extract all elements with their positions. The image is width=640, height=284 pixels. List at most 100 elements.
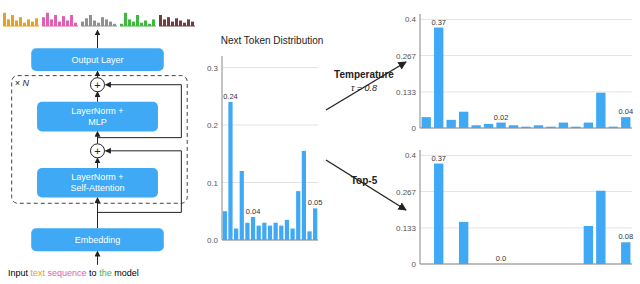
bar [571, 127, 580, 128]
chart-title: Next Token Distribution [221, 35, 324, 46]
bar [509, 125, 518, 128]
tick-label: 0.2 [207, 121, 219, 130]
bar [262, 223, 266, 240]
add-node [91, 78, 105, 92]
bar [621, 117, 630, 128]
bar [251, 217, 255, 240]
mini-bar [35, 18, 38, 26]
bar [434, 164, 443, 264]
tick-label: 0.0 [207, 236, 219, 245]
bar [609, 264, 618, 265]
mini-bar [85, 18, 88, 26]
mini-bar [109, 22, 112, 26]
layer-label-line: Self-Attention [70, 183, 124, 193]
bar [559, 123, 568, 128]
mini-bar [42, 17, 45, 26]
transition-arrow [326, 62, 406, 110]
mini-bar [179, 21, 182, 27]
input-token: the [99, 268, 112, 278]
input-token: Input [8, 268, 31, 278]
mini-bar [187, 19, 190, 26]
repeat-label: × N [15, 78, 30, 88]
mini-baseline [120, 26, 156, 27]
bar [484, 124, 493, 128]
grid-line [420, 91, 632, 92]
bars [223, 102, 318, 240]
grid-line [420, 55, 632, 56]
tick-label: 0.1 [207, 179, 219, 188]
chart-canvas: × N Output Layer LayerNorm +MLPLayerNorm +… [0, 0, 640, 284]
layer-label: LayerNorm +MLP [71, 106, 123, 127]
mini-bar [27, 19, 30, 26]
bar [307, 231, 311, 240]
flow-arrow [97, 198, 98, 229]
bar [257, 226, 261, 240]
mini-histograms [3, 13, 195, 26]
mini-bar [62, 16, 65, 26]
mini-bar [101, 17, 104, 26]
value-label: 0.08 [618, 232, 633, 241]
mini-bar [171, 22, 174, 26]
layer-label: Embedding [75, 235, 121, 245]
mini-bar [152, 19, 155, 26]
mini-bar [124, 13, 127, 26]
layer-label-line: LayerNorm + [71, 106, 123, 116]
bar [234, 229, 238, 241]
bar [596, 191, 605, 264]
value-label: 0.04 [618, 107, 633, 116]
mini-bar [191, 22, 194, 26]
mini-bar [3, 13, 6, 26]
layer-label: Output Layer [71, 55, 123, 65]
add-node [91, 144, 105, 158]
bar [546, 264, 555, 265]
mini-bar [70, 15, 73, 26]
bar [496, 264, 505, 265]
mini-bar [81, 22, 84, 26]
bar [313, 208, 317, 240]
bar [422, 264, 431, 265]
add-label: + [94, 79, 100, 91]
layer-box [31, 48, 164, 71]
mini-bar [167, 17, 170, 26]
bar [422, 117, 431, 128]
mini-bar [144, 21, 147, 27]
mini-bar [66, 21, 69, 27]
mini-bar [132, 22, 135, 26]
repeat-block [12, 76, 188, 204]
bar [546, 127, 555, 128]
mini-bar [54, 15, 57, 26]
bar [471, 264, 480, 265]
bar [228, 102, 232, 240]
mini-bar [15, 21, 18, 27]
mini-bar [89, 15, 92, 26]
bar [584, 123, 593, 128]
tick-label: 0 [412, 260, 417, 269]
tick-label: 0 [412, 124, 417, 133]
bar [509, 264, 518, 265]
bar [434, 28, 443, 128]
bar [471, 125, 480, 128]
bar [534, 264, 543, 265]
bar [584, 226, 593, 264]
tick-label: 0.267 [396, 188, 417, 197]
bar-chart: 00.1330.2670.40.370.020.04 [396, 14, 633, 133]
bar [621, 242, 630, 264]
bar [268, 226, 272, 240]
layer-label-line: Embedding [75, 235, 121, 245]
mini-bar [19, 17, 22, 26]
flow-arrow [97, 251, 98, 265]
mini-baseline [42, 26, 78, 27]
mini-baseline [3, 26, 39, 27]
layer-box [37, 102, 158, 132]
bar [571, 264, 580, 265]
add-label: + [94, 145, 100, 157]
input-token: model [112, 268, 139, 278]
input-text: Input text sequence to the model [8, 268, 139, 278]
bar-chart: 0.00.10.20.30.240.040.05 [207, 56, 323, 245]
bar [285, 220, 289, 240]
mini-baseline [81, 26, 117, 27]
mini-bar [93, 21, 96, 27]
bar [459, 112, 468, 128]
mini-bar [11, 15, 14, 26]
flow-arrow [97, 92, 98, 102]
